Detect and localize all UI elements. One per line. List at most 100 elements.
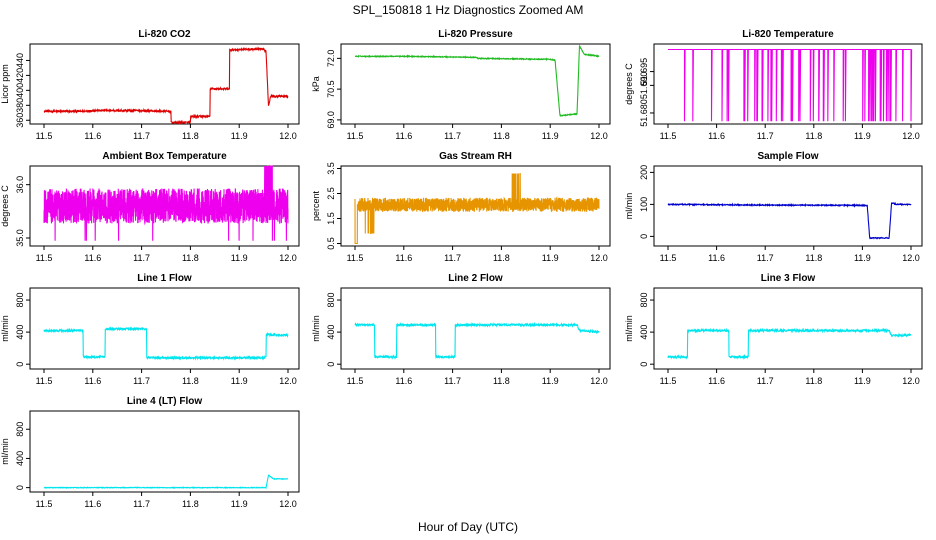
plot-frame xyxy=(29,165,300,247)
panel-6: Line 1 Flow ml/min 11.5 11.6 11.7 11.8 11.9 12.… xyxy=(0,273,300,386)
x-tick-label: 11.8 xyxy=(493,253,510,263)
y-tick-label: 800 xyxy=(15,422,25,437)
x-tick-label: 11.5 xyxy=(660,376,677,386)
y-axis-label: ml/min xyxy=(311,315,321,342)
series-line xyxy=(43,165,289,241)
x-tick-label: 11.5 xyxy=(660,131,677,141)
plot-frame xyxy=(340,165,611,247)
y-tick-label: 400 xyxy=(639,325,649,340)
y-tick-label: 200 xyxy=(639,165,649,180)
panel-9: Line 4 (LT) Flow ml/min 11.5 11.6 11.7 11.8 11… xyxy=(0,396,300,509)
series-line xyxy=(43,326,289,361)
plot-frame xyxy=(29,410,300,493)
plot-frame xyxy=(653,287,923,370)
figure-xlabel: Hour of Day (UTC) xyxy=(418,520,518,534)
panel-title: Li-820 Pressure xyxy=(438,29,513,40)
x-tick-label: 11.5 xyxy=(36,253,53,263)
x-tick-label: 11.6 xyxy=(84,131,101,141)
plot-frame xyxy=(340,287,611,370)
plot-frame xyxy=(653,43,923,125)
x-tick-label: 11.8 xyxy=(182,499,199,509)
y-tick-label: 380 xyxy=(15,98,25,113)
x-tick-label: 11.7 xyxy=(444,376,461,386)
y-tick-label: 800 xyxy=(639,293,649,308)
x-tick-label: 12.0 xyxy=(902,253,920,263)
panel-title: Ambient Box Temperature xyxy=(102,151,227,162)
y-tick-label: 0 xyxy=(15,362,25,367)
plot-frame xyxy=(29,287,300,370)
x-tick-label: 11.5 xyxy=(347,376,364,386)
x-tick-label: 11.6 xyxy=(708,253,725,263)
y-tick-label: 51.695 xyxy=(639,58,649,86)
figure-title: SPL_150818 1 Hz Diagnostics Zoomed AM xyxy=(353,3,584,17)
x-tick-label: 12.0 xyxy=(590,253,608,263)
x-tick-label: 11.8 xyxy=(182,253,199,263)
x-tick-label: 11.7 xyxy=(757,376,774,386)
panel-title: Li-820 CO2 xyxy=(138,29,191,40)
x-tick-label: 12.0 xyxy=(279,376,297,386)
panel-5: Sample Flow ml/min 11.5 11.6 11.7 11.8 11.9 12.… xyxy=(624,151,923,263)
y-axis-label: percent xyxy=(311,190,321,221)
x-tick-label: 11.6 xyxy=(395,253,412,263)
x-tick-label: 11.5 xyxy=(36,131,53,141)
x-tick-label: 11.5 xyxy=(36,376,53,386)
x-tick-label: 11.8 xyxy=(182,376,199,386)
y-tick-label: 100 xyxy=(639,197,649,212)
y-axis-label: ml/min xyxy=(0,315,10,342)
x-tick-label: 11.9 xyxy=(231,131,248,141)
x-tick-label: 11.5 xyxy=(347,253,364,263)
x-tick-label: 11.6 xyxy=(84,253,101,263)
series-line xyxy=(43,474,289,490)
panel-title: Line 3 Flow xyxy=(761,273,816,284)
x-tick-label: 12.0 xyxy=(590,376,608,386)
series-line xyxy=(354,44,600,117)
x-tick-label: 11.6 xyxy=(708,376,725,386)
x-tick-label: 11.6 xyxy=(84,499,101,509)
y-axis-label: Licor ppm xyxy=(0,64,10,104)
y-tick-label: 360 xyxy=(15,113,25,128)
series-line xyxy=(43,46,289,126)
x-tick-label: 11.8 xyxy=(493,376,510,386)
y-tick-label: 0 xyxy=(639,362,649,367)
x-tick-label: 11.7 xyxy=(444,131,461,141)
panel-title: Sample Flow xyxy=(757,151,818,162)
x-tick-label: 12.0 xyxy=(902,376,920,386)
panel-title: Li-820 Temperature xyxy=(742,29,834,40)
y-tick-label: 400 xyxy=(326,325,336,340)
series-line xyxy=(667,201,912,240)
x-tick-label: 11.7 xyxy=(444,253,461,263)
y-tick-label: 800 xyxy=(326,293,336,308)
x-tick-label: 11.9 xyxy=(854,131,871,141)
y-tick-label: 400 xyxy=(15,325,25,340)
x-tick-label: 11.8 xyxy=(805,253,822,263)
x-tick-label: 11.7 xyxy=(757,131,774,141)
y-tick-label: 51.680 xyxy=(639,99,649,127)
x-tick-label: 11.9 xyxy=(854,376,871,386)
panel-title: Line 2 Flow xyxy=(448,273,503,284)
panel-0: Li-820 CO2 Licor ppm 11.5 11.6 11.7 11.8 11.9 1… xyxy=(0,29,300,141)
x-tick-label: 11.6 xyxy=(395,131,412,141)
y-tick-label: 3.5 xyxy=(326,162,336,175)
panel-1: Li-820 Pressure kPa 11.5 11.6 11.7 11.8 11.9 12… xyxy=(311,29,611,141)
x-tick-label: 11.9 xyxy=(542,376,559,386)
x-tick-label: 11.9 xyxy=(231,499,248,509)
x-tick-label: 12.0 xyxy=(902,131,920,141)
panel-7: Line 2 Flow ml/min 11.5 11.6 11.7 11.8 11.9 12.… xyxy=(311,273,611,386)
x-tick-label: 11.6 xyxy=(84,376,101,386)
y-tick-label: 0 xyxy=(326,362,336,367)
panel-4: Gas Stream RH percent 11.5 11.6 11.7 11.8 11.9… xyxy=(311,151,611,263)
x-tick-label: 11.7 xyxy=(757,253,774,263)
y-tick-label: 2.5 xyxy=(326,187,336,200)
y-axis-label: ml/min xyxy=(0,438,10,465)
plot-frame xyxy=(29,43,300,125)
x-tick-label: 12.0 xyxy=(279,499,297,509)
plot-frame xyxy=(653,165,923,247)
x-tick-label: 11.5 xyxy=(347,131,364,141)
plot-frame xyxy=(340,43,611,125)
y-axis-label: ml/min xyxy=(624,193,634,220)
x-tick-label: 11.5 xyxy=(660,253,677,263)
x-tick-label: 11.9 xyxy=(542,253,559,263)
panel-3: Ambient Box Temperature degrees C 11.5 11.6… xyxy=(0,151,300,263)
y-tick-label: 420 xyxy=(15,68,25,83)
